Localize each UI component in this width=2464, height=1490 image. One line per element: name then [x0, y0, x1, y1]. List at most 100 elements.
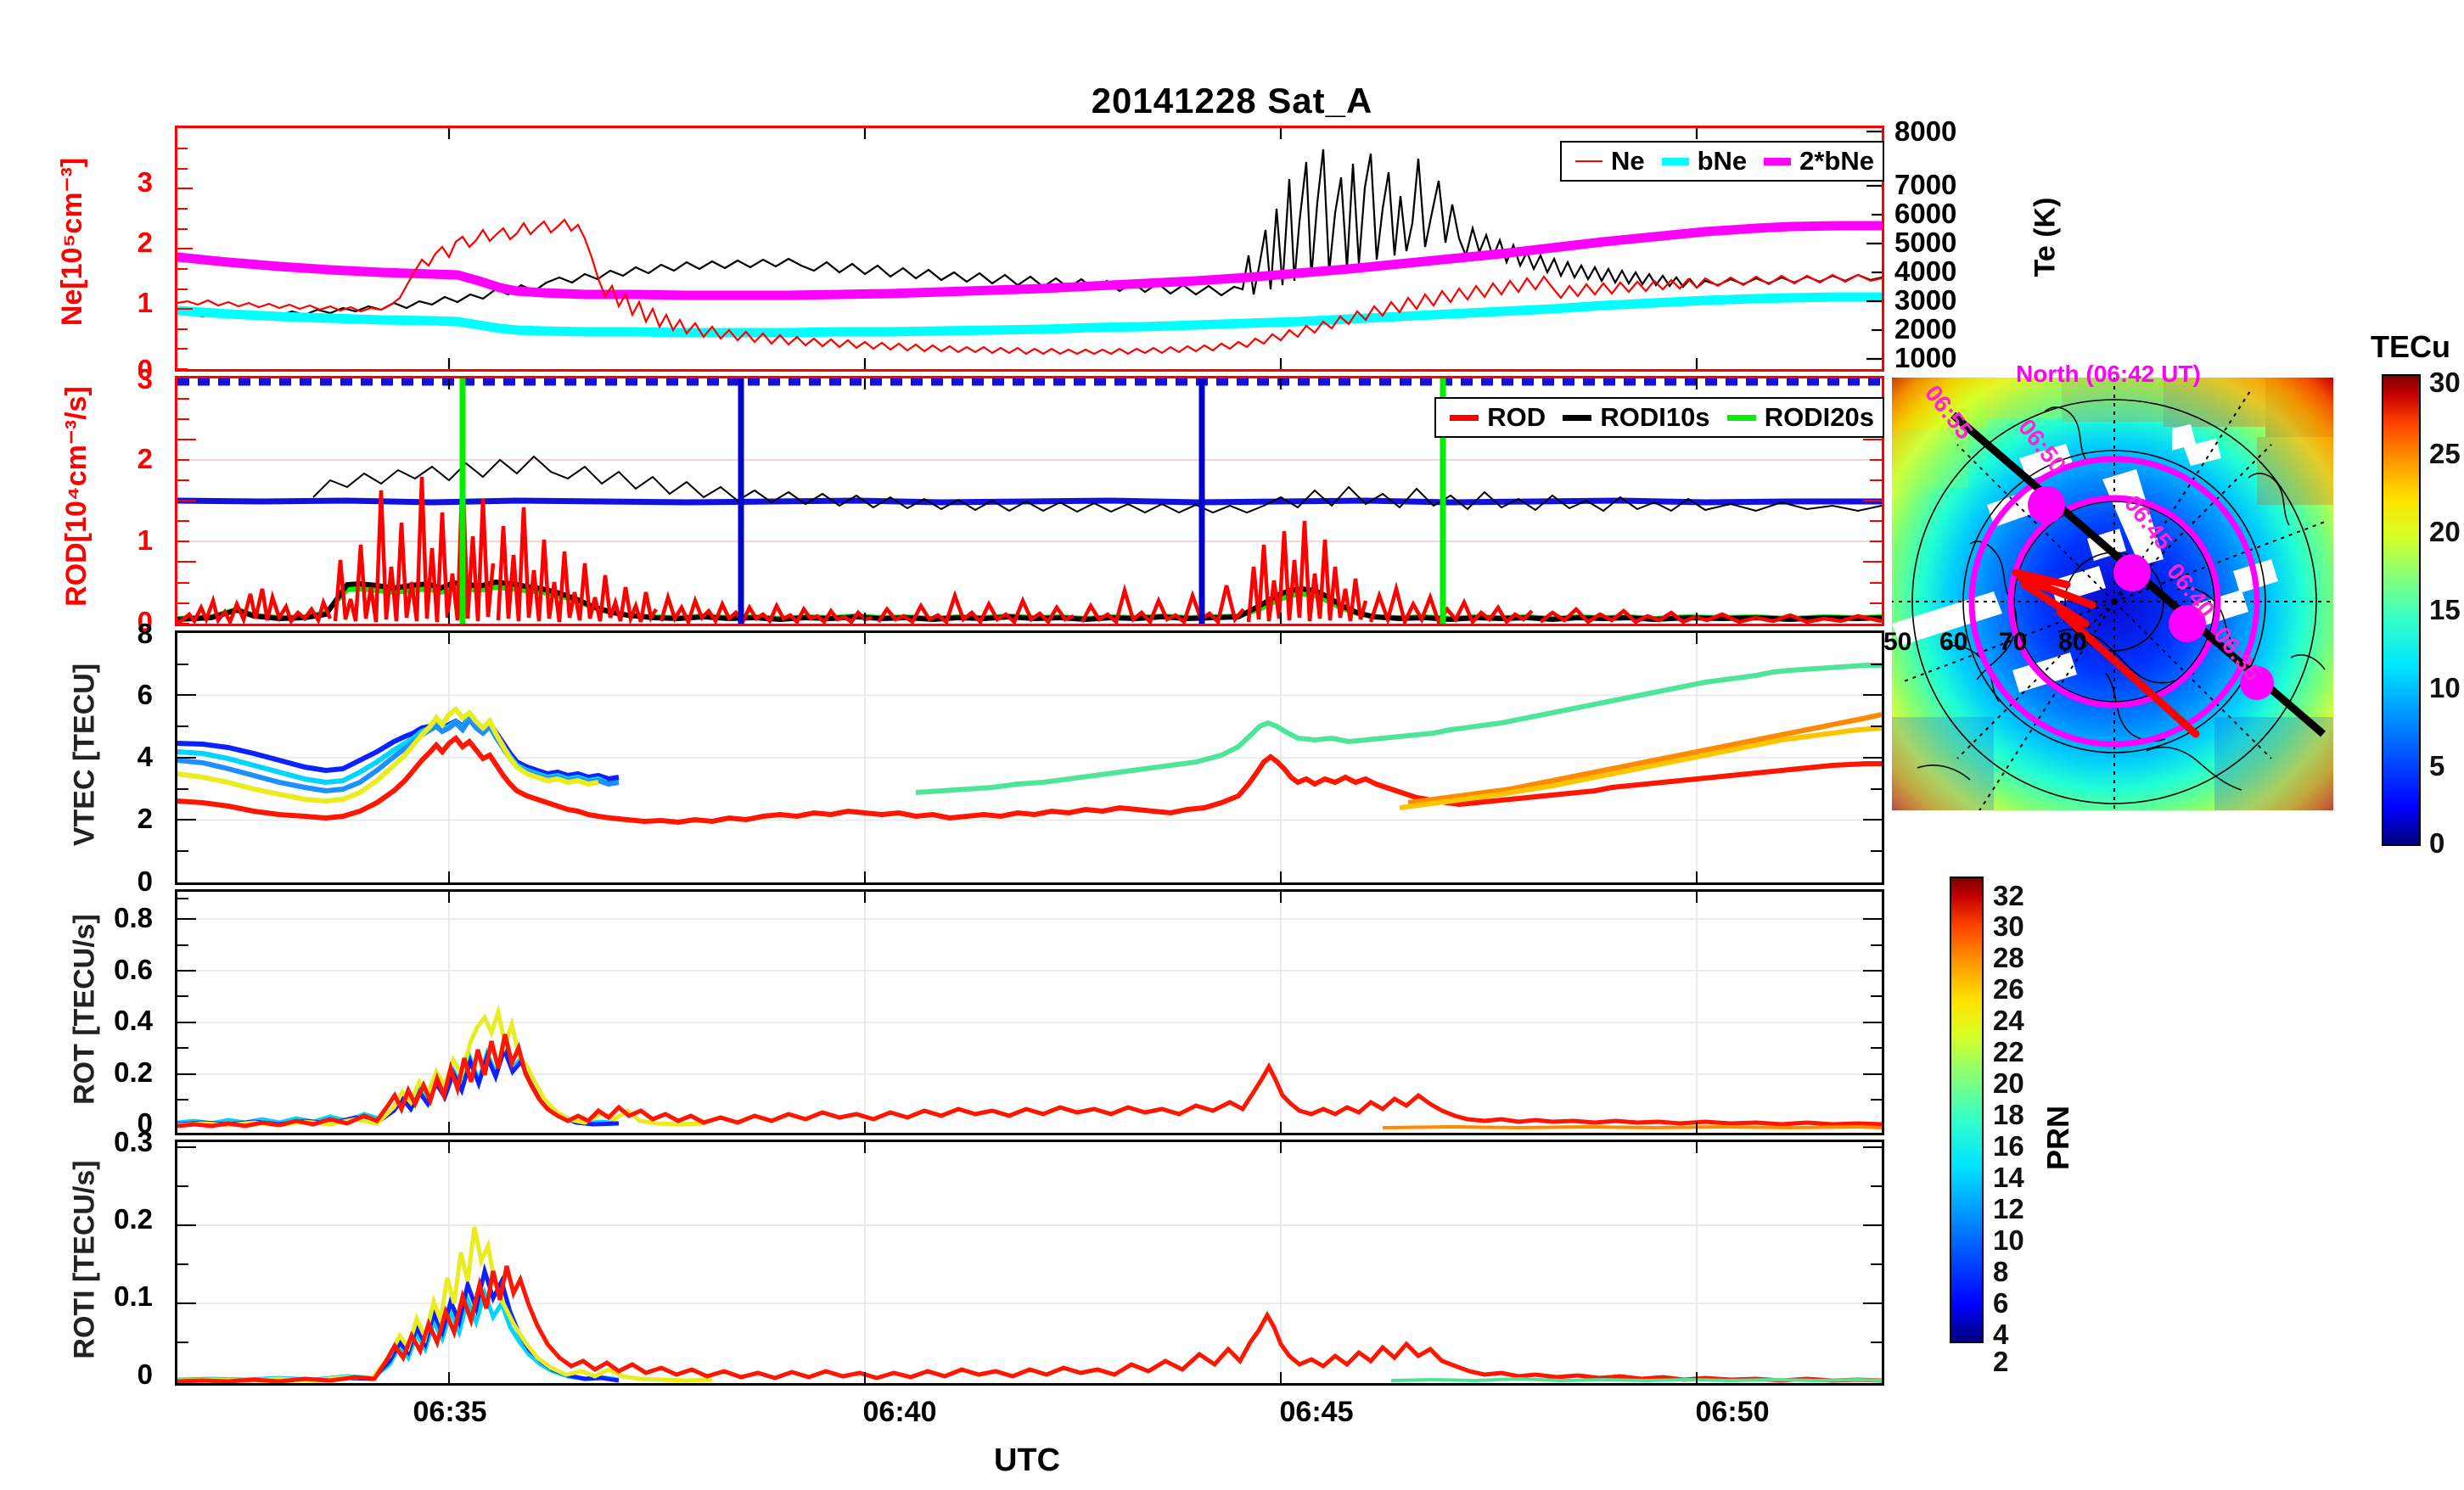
ytick-vtec-2: 2: [137, 803, 153, 834]
legend-line-2bne: [1764, 157, 1792, 165]
ytick-ne-2: 2: [137, 227, 153, 258]
panel-vtec: [175, 630, 1884, 885]
legend-line-rod: [1450, 414, 1479, 421]
tec-colorbar: [2382, 374, 2421, 846]
legend-line-ne: [1575, 160, 1602, 162]
legend-line-rodi20s: [1726, 414, 1756, 421]
series-roti-blue: [177, 1263, 620, 1383]
panel-roti-plot: [177, 1142, 1882, 1383]
ytick-rot-02: 0.2: [114, 1056, 153, 1088]
ytick-te-7000: 7000: [1894, 169, 1957, 200]
vtec-gridlines: [177, 633, 1882, 882]
prn-tick-10: 10: [1993, 1224, 2024, 1256]
prn-tick-16: 16: [1993, 1130, 2024, 1162]
tec-tick-20: 20: [2429, 516, 2461, 547]
legend-label-bne: bNe: [1697, 146, 1748, 176]
prn-colorbar: [1950, 877, 1984, 1343]
orbit-track-rings: [1968, 456, 2260, 748]
ytick-vtec-4: 4: [137, 741, 153, 772]
ytick-te-4000: 4000: [1894, 255, 1957, 287]
rod-xticks: [447, 378, 1698, 624]
polar-map-title: North (06:42 UT): [2016, 361, 2201, 387]
map-lat-50: 50: [1883, 628, 1912, 656]
prn-tick-28: 28: [1993, 942, 2024, 973]
xtick-0645: 06:45: [1279, 1396, 1354, 1428]
xtick-0635: 06:35: [413, 1396, 487, 1428]
ytick-rod-2: 2: [137, 443, 153, 474]
ytick-te-8000: 8000: [1894, 115, 1957, 147]
panel-vtec-ylabel: VTEC [TECU]: [68, 663, 101, 847]
prn-tick-14: 14: [1993, 1162, 2024, 1193]
series-rot-orange: [1382, 1124, 1882, 1130]
prn-colorbar-title: PRN: [2040, 1106, 2075, 1171]
map-lat-70: 70: [1999, 628, 2028, 656]
series-ne: [177, 218, 1882, 356]
legend-label-rodi10s: RODI10s: [1600, 402, 1710, 432]
left-minor-ticks: [177, 148, 193, 369]
prn-tick-30: 30: [1993, 910, 2024, 942]
xtick-0650: 06:50: [1695, 1396, 1770, 1428]
rod-left-minor-ticks: [177, 398, 196, 624]
ytick-ne-1: 1: [137, 287, 153, 318]
prn-tick-18: 18: [1993, 1099, 2024, 1130]
ytick-roti-02: 0.2: [114, 1203, 153, 1235]
prn-tick-4: 4: [1993, 1319, 2009, 1350]
legend-rod: ROD RODI10s RODI20s: [1434, 397, 1884, 438]
ytick-te-6000: 6000: [1894, 198, 1957, 229]
tec-tick-30: 30: [2429, 367, 2461, 398]
series-roti-red: [177, 1265, 1882, 1383]
map-lat-80: 80: [2058, 628, 2087, 656]
series-2bne: [177, 221, 1882, 300]
series-vtec-red: [177, 734, 1882, 826]
prn-tick-24: 24: [1993, 1005, 2024, 1036]
ytick-roti-0: 0: [137, 1358, 153, 1390]
roti-ticks: [177, 1142, 1882, 1383]
panel-roti: [175, 1140, 1884, 1386]
ytick-rot-0: 0: [137, 1107, 153, 1139]
figure-title: 20141228 Sat_A: [1091, 81, 1373, 120]
legend-line-rodi10s: [1563, 414, 1592, 421]
rot-ticks: [177, 892, 1882, 1133]
series-rodi10s-upper: [312, 455, 1882, 514]
tec-tick-25: 25: [2429, 438, 2461, 469]
series-rot-yellow: [177, 1004, 704, 1128]
tec-tick-5: 5: [2429, 750, 2445, 781]
ytick-rot-04: 0.4: [114, 1005, 153, 1036]
panel-roti-ylabel: ROTI [TECU/s]: [68, 1160, 101, 1359]
ytick-roti-03: 0.3: [114, 1126, 153, 1157]
panel-ne-ylabel: Ne[10⁵cm⁻³]: [56, 157, 88, 327]
prn-tick-8: 8: [1993, 1256, 2009, 1287]
prn-tick-26: 26: [1993, 973, 2024, 1005]
prn-tick-20: 20: [1993, 1067, 2024, 1099]
panel-rot: [175, 889, 1884, 1135]
polar-tec-map: [1892, 378, 2333, 810]
series-vtec-gold: [1399, 725, 1882, 810]
ytick-rod-1: 1: [137, 524, 153, 556]
prn-tick-12: 12: [1993, 1193, 2024, 1224]
panel-rod-ylabel: ROD[10⁴cm⁻³/s]: [60, 386, 93, 607]
panel-rod-plot: [177, 378, 1882, 624]
ytick-te-5000: 5000: [1894, 227, 1957, 258]
orbit-time-markers: [2028, 486, 2274, 700]
ytick-rod-3: 3: [137, 363, 153, 395]
series-rot-red: [177, 1033, 1882, 1129]
map-lat-60: 60: [1939, 628, 1968, 656]
xtick-0640: 06:40: [862, 1396, 937, 1428]
series-vtec-springgreen: [915, 663, 1882, 795]
series-vtec-yellow: [177, 705, 599, 804]
xaxis-label: UTC: [993, 1442, 1061, 1478]
ytick-vtec-8: 8: [137, 618, 153, 649]
velocity-arrowhead: [2012, 569, 2050, 595]
series-bne: [177, 292, 1882, 338]
prn-tick-22: 22: [1993, 1036, 2024, 1067]
ytick-ne-3: 3: [137, 166, 153, 198]
ytick-ne-0: 0: [137, 354, 153, 385]
ytick-te-2000: 2000: [1894, 313, 1957, 344]
tec-colorbar-title: TECu: [2371, 329, 2450, 364]
ytick-rot-08: 0.8: [114, 902, 153, 933]
ytick-te-1000: 1000: [1894, 342, 1957, 373]
series-roti-springgreen: [1390, 1376, 1882, 1383]
tec-tick-10: 10: [2429, 672, 2461, 703]
prn-tick-32: 32: [1993, 880, 2024, 911]
